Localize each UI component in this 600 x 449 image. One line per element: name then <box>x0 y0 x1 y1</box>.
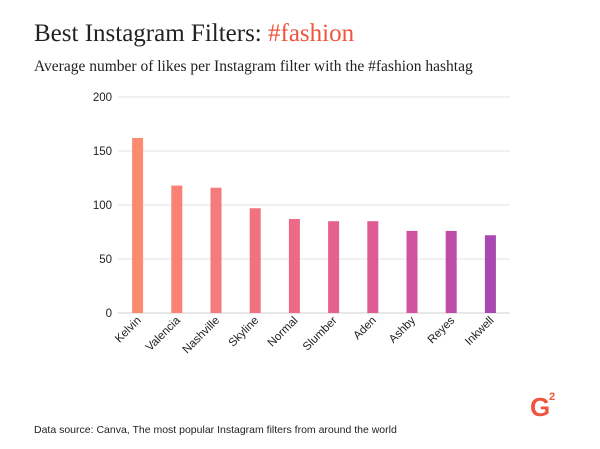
bar-kelvin <box>132 138 144 313</box>
x-tick-label: Kelvin <box>113 315 144 346</box>
bar-reyes <box>445 230 457 313</box>
x-tick-label: Skyline <box>227 315 262 350</box>
bar-slumber <box>328 221 340 313</box>
y-tick-label: 150 <box>93 146 112 158</box>
x-tick-label: Reyes <box>426 314 458 346</box>
x-tick-label: Normal <box>266 315 301 350</box>
bar-skyline <box>249 208 261 313</box>
bar-ashby <box>406 230 418 313</box>
bar-valencia <box>171 185 183 313</box>
g2-logo-superscript: 2 <box>549 391 555 403</box>
x-tick-label: Valencia <box>144 314 184 354</box>
x-tick-label: Nashville <box>181 315 222 356</box>
g2-logo-icon: G 2 <box>530 391 555 422</box>
bar-normal <box>288 219 300 313</box>
g2-logo-letter: G <box>530 392 550 422</box>
chart-title: Best Instagram Filters: #fashion <box>34 20 354 48</box>
y-tick-label: 0 <box>106 308 112 320</box>
chart-title-hashtag: #fashion <box>268 20 355 47</box>
x-tick-label: Slumber <box>301 315 340 354</box>
y-tick-label: 100 <box>93 200 112 212</box>
data-source-note: Data source: Canva, The most popular Ins… <box>34 424 397 436</box>
bar-aden <box>367 221 379 313</box>
x-tick-label: Inkwell <box>463 315 496 348</box>
y-tick-label: 200 <box>93 92 112 104</box>
x-tick-label: Aden <box>351 315 378 342</box>
y-tick-label: 50 <box>99 254 112 266</box>
bar-nashville <box>210 187 222 313</box>
x-tick-label: Ashby <box>387 314 418 345</box>
chart-title-main: Best Instagram Filters: <box>34 20 268 47</box>
chart-subtitle: Average number of likes per Instagram fi… <box>34 58 473 75</box>
bar-inkwell <box>484 235 496 313</box>
